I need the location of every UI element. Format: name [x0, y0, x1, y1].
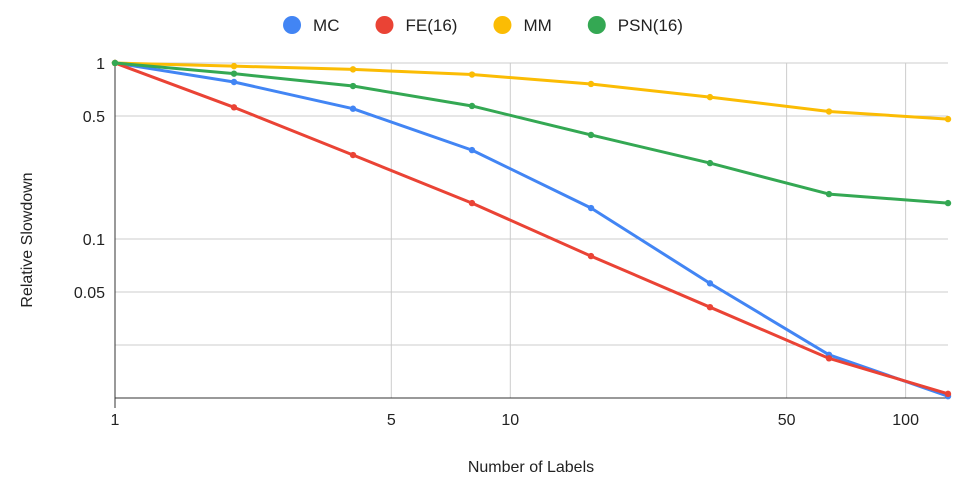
data-point-mm-16 — [587, 80, 595, 88]
data-point-fe-16-64 — [825, 355, 833, 362]
data-point-mm-8 — [468, 71, 476, 78]
x-tick-label-100: 100 — [892, 412, 919, 429]
y-tick-label-0-1: 0.1 — [83, 232, 105, 249]
data-point-mc-32 — [706, 280, 714, 287]
y-axis-title: Relative Slowdown — [19, 172, 36, 307]
legend-item-mc: MC — [283, 16, 339, 35]
legend-swatch-fe-16 — [375, 16, 394, 34]
legend-item-fe-16: FE(16) — [375, 16, 457, 35]
series-line-mc — [113, 61, 950, 398]
data-point-fe-16-16 — [587, 252, 595, 260]
legend-item-psn-16: PSN(16) — [587, 16, 683, 35]
data-point-psn-16-2 — [230, 70, 238, 77]
legend-label-psn-16: PSN(16) — [618, 16, 683, 35]
x-tick-label-50: 50 — [778, 412, 796, 429]
legend-swatch-mm — [493, 16, 512, 34]
data-point-fe-16-4 — [349, 151, 357, 159]
series-mm — [111, 59, 952, 123]
x-tick-label-5: 5 — [387, 412, 396, 429]
data-point-psn-16-128 — [944, 199, 952, 207]
data-point-mc-4 — [349, 105, 357, 112]
data-point-mm-128 — [944, 115, 952, 123]
data-point-fe-16-8 — [468, 199, 476, 207]
tick-labels: 1 0.5 0.1 0.05 1 5 10 50 100 — [74, 56, 919, 429]
x-axis-title: Number of Labels — [468, 459, 594, 476]
legend: MC FE(16) MM PSN(16) — [283, 16, 683, 35]
data-point-mc-2 — [230, 78, 238, 86]
data-point-fe-16-128 — [944, 390, 952, 398]
series-line-fe-16 — [113, 61, 950, 396]
series-line-mm — [113, 61, 950, 121]
data-point-mm-2 — [230, 62, 238, 70]
data-point-psn-16-16 — [587, 131, 595, 139]
y-tick-label-0-05: 0.05 — [74, 285, 105, 302]
legend-item-mm: MM — [493, 16, 552, 35]
data-point-mc-8 — [468, 146, 476, 154]
x-tick-label-1: 1 — [111, 412, 120, 429]
data-point-psn-16-1 — [111, 59, 119, 67]
series-psn-16 — [111, 59, 952, 207]
data-point-mm-4 — [349, 66, 357, 73]
legend-label-fe-16: FE(16) — [405, 16, 457, 35]
data-point-mm-64 — [825, 108, 833, 115]
y-tick-label-0-5: 0.5 — [83, 109, 105, 126]
data-point-fe-16-2 — [230, 104, 238, 111]
data-point-psn-16-4 — [349, 82, 357, 90]
series-line-psn-16 — [113, 61, 950, 205]
data-point-fe-16-32 — [706, 303, 714, 311]
data-point-mm-32 — [706, 93, 714, 101]
legend-label-mm: MM — [523, 16, 551, 35]
data-point-psn-16-64 — [825, 190, 833, 198]
legend-swatch-mc — [283, 16, 302, 34]
legend-label-mc: MC — [313, 16, 339, 35]
x-tick-label-10: 10 — [501, 412, 519, 429]
data-point-psn-16-32 — [706, 159, 714, 167]
series-fe-16 — [111, 59, 952, 398]
legend-swatch-psn-16 — [587, 16, 606, 34]
series-group — [111, 59, 952, 400]
y-tick-label-1: 1 — [96, 56, 105, 73]
data-point-mc-16 — [587, 204, 595, 212]
data-point-psn-16-8 — [468, 102, 476, 110]
